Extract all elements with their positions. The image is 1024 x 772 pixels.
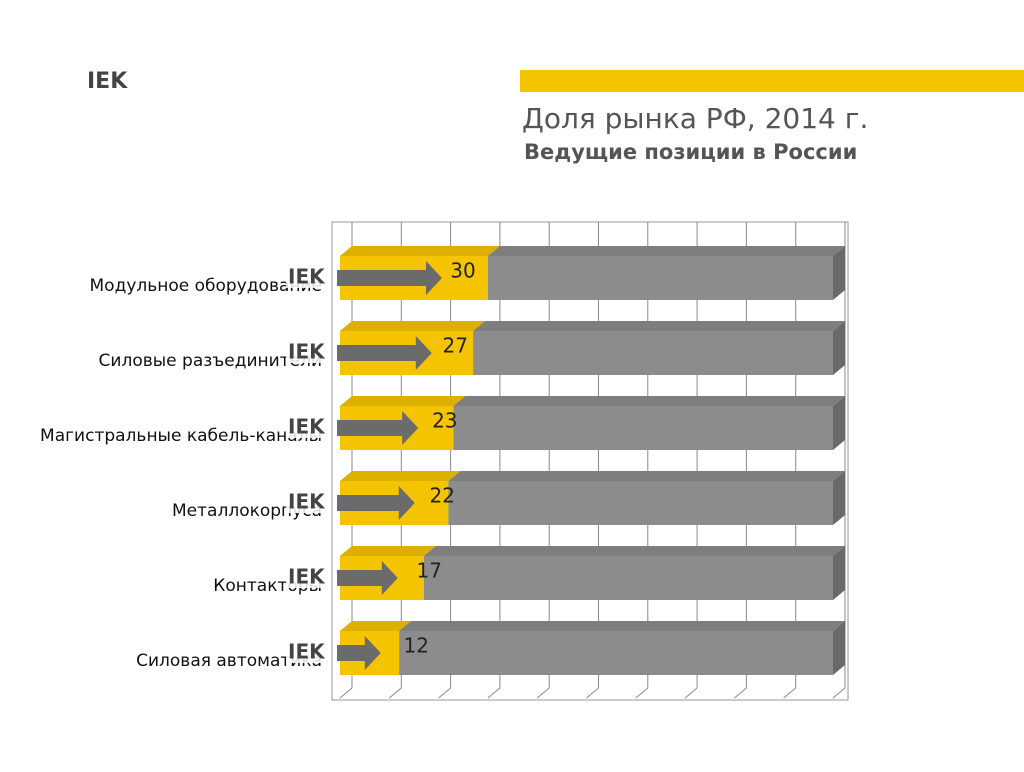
bar-top [340,621,412,631]
bar-top [340,546,436,556]
category-label: Металлокорпуса [172,501,322,521]
grid-floor [487,687,501,699]
value-label: 27 [442,334,467,358]
grid-floor [684,687,698,699]
bar-side [833,246,845,300]
bar-top [340,246,500,256]
bar-side [833,621,845,675]
bar-segment [453,396,845,450]
row-logo: IEK [288,265,326,289]
grid-floor [339,687,353,699]
accent-bar [520,70,1024,92]
grid-floor [388,687,402,699]
bar-segment [473,321,845,375]
bar-top [453,396,845,406]
row-logo: IEK [288,340,326,364]
arrow [337,561,398,595]
value-label: 23 [432,409,457,433]
row-logo: IEK [288,415,326,439]
plot-frame [331,221,849,701]
bar-front [487,256,833,300]
value-label: 22 [429,484,454,508]
arrow [337,411,419,445]
bar-side [833,396,845,450]
bar-top [487,246,845,256]
bar-side [833,321,845,375]
arrow [337,336,432,370]
bar-segment [423,546,845,600]
bar-segment [487,246,845,300]
logo-bg [286,566,330,588]
logo-bg [286,641,330,663]
grid-floor [438,687,451,699]
logo: IEK [87,69,128,94]
title: Доля рынка РФ, 2014 г. [522,102,868,135]
category-label: Модульное оборудование [90,276,323,296]
value-label: 12 [403,634,428,658]
arrow [337,261,442,295]
logo-bg [286,341,330,363]
grid-floor [783,687,797,699]
row-logo: IEK [288,565,326,589]
bar-top [399,621,845,631]
bar-top [448,471,845,481]
row-logo: IEK [288,490,326,514]
bar-front [448,481,833,525]
arrow [337,636,381,670]
bar-front [453,406,833,450]
category-label: Магистральные кабель-каналы [40,426,322,446]
bar-front [399,631,833,675]
bar-side [833,546,845,600]
value-label: 30 [450,259,475,283]
logo-bg [286,491,330,513]
logo-bg [286,266,330,288]
bar-top [340,471,461,481]
logo-bg [286,416,330,438]
row-logo: IEK [288,640,326,664]
category-label: Силовая автоматика [136,651,322,671]
bar-front [423,556,833,600]
grid-floor [635,687,649,699]
bar-top [340,321,486,331]
bar-top [340,396,466,406]
grid-floor [734,687,747,699]
bar-segment [399,621,845,675]
grid-floor [832,687,846,699]
bar-side [833,471,845,525]
bar-front [473,331,833,375]
grid-floor [536,687,550,699]
bar-top [473,321,845,331]
arrow [337,486,415,520]
grid-floor [586,687,599,699]
value-label: 17 [416,559,441,583]
category-label: Силовые разъединители [99,351,322,371]
bar-segment [448,471,845,525]
bar-top [423,546,845,556]
subtitle: Ведущие позиции в России [524,140,857,164]
